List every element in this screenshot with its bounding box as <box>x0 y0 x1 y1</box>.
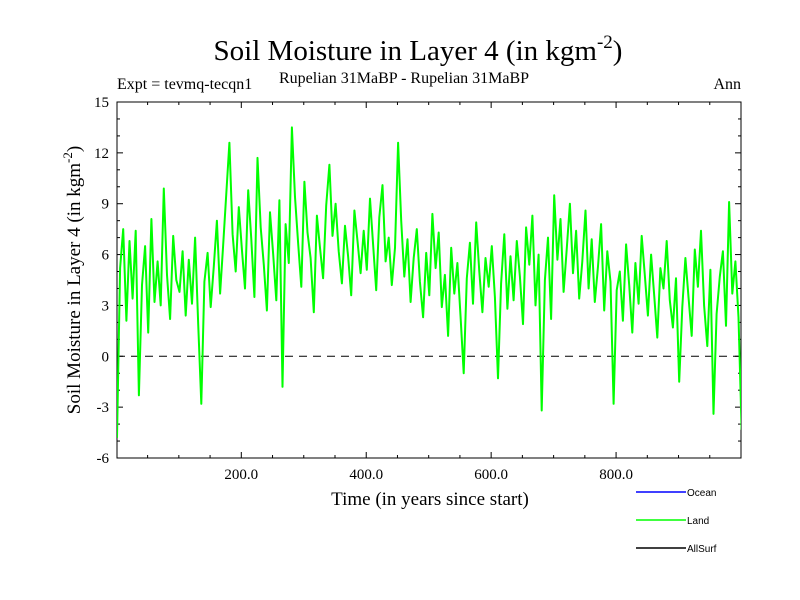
chart-title-sup: -2 <box>597 32 613 53</box>
series-land-line <box>117 126 741 438</box>
x-tick-label: 400.0 <box>349 467 383 483</box>
y-tick-label: 3 <box>102 298 110 314</box>
y-axis-label: Soil Moisture in Layer 4 (in kgm-2) <box>60 146 85 414</box>
subtitle-right: Ann <box>713 76 741 93</box>
chart-title: Soil Moisture in Layer 4 (in kgm-2) <box>214 32 623 67</box>
y-tick-label: 15 <box>94 95 109 111</box>
legend-label-land: Land <box>687 516 709 527</box>
chart-title-main: Soil Moisture in Layer 4 (in kgm <box>214 35 598 67</box>
legend-label-allsurf: AllSurf <box>687 544 717 555</box>
x-tick-label: 800.0 <box>599 467 633 483</box>
legend: Ocean Land AllSurf <box>636 488 717 555</box>
y-tick-label: 12 <box>94 146 109 162</box>
y-tick-label: -3 <box>97 400 110 416</box>
x-tick-label: 600.0 <box>474 467 508 483</box>
y-tick-label: 0 <box>102 349 110 365</box>
legend-label-ocean: Ocean <box>687 488 716 499</box>
subtitle-center: Rupelian 31MaBP - Rupelian 31MaBP <box>279 70 529 87</box>
y-axis-label-main: Soil Moisture in Layer 4 (in kgm <box>64 163 85 414</box>
y-tick-label: 9 <box>102 197 110 213</box>
y-axis-label-sup: -2 <box>60 152 75 163</box>
y-tick-label: 6 <box>102 248 110 264</box>
chart-title-close: ) <box>613 35 623 67</box>
y-tick-label: -6 <box>97 451 110 467</box>
subtitle-left: Expt = tevmq-tecqn1 <box>117 76 252 93</box>
y-axis-label-close: ) <box>64 146 85 152</box>
x-axis-label: Time (in years since start) <box>331 489 529 510</box>
x-tick-label: 200.0 <box>224 467 258 483</box>
